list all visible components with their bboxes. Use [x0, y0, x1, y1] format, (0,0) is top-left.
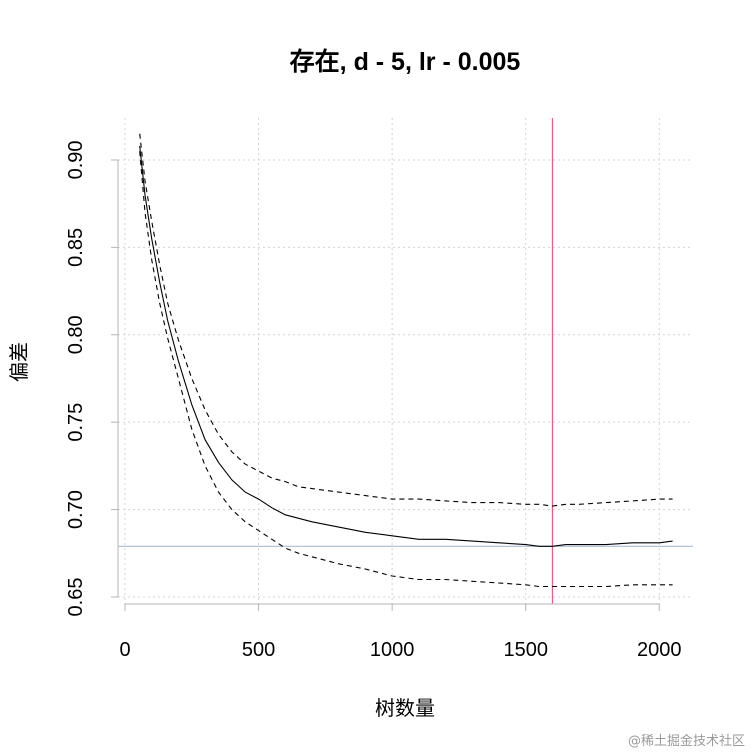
series-line-dashed-2 [139, 151, 673, 588]
x-tick-label: 2000 [637, 639, 682, 661]
x-tick-label: 500 [242, 639, 275, 661]
series-group [139, 133, 673, 588]
x-axis-label: 树数量 [375, 696, 435, 720]
axes: 0 500 1000 1500 2000 0.65 0.70 0.75 0.80 0.85 0.90 [65, 140, 682, 661]
y-tick-label: 0.65 [65, 578, 87, 617]
watermark-text: @稀土掘金技术社区 [627, 734, 745, 749]
series-line-solid [139, 145, 673, 547]
grid [118, 118, 693, 604]
x-tick-label: 1500 [503, 639, 548, 661]
y-tick-label: 0.80 [65, 315, 87, 354]
reference-lines [118, 118, 693, 604]
series-line-dashed-1 [139, 133, 673, 507]
y-tick-label: 0.70 [65, 490, 87, 529]
chart-title: 存在, d - 5, lr - 0.005 [290, 48, 521, 76]
y-axis-label: 偏差 [7, 342, 31, 382]
y-tick-label: 0.90 [65, 140, 87, 179]
y-tick-label: 0.85 [65, 228, 87, 267]
x-tick-label: 1000 [370, 639, 415, 661]
y-tick-label: 0.75 [65, 403, 87, 442]
x-tick-label: 0 [119, 639, 130, 661]
